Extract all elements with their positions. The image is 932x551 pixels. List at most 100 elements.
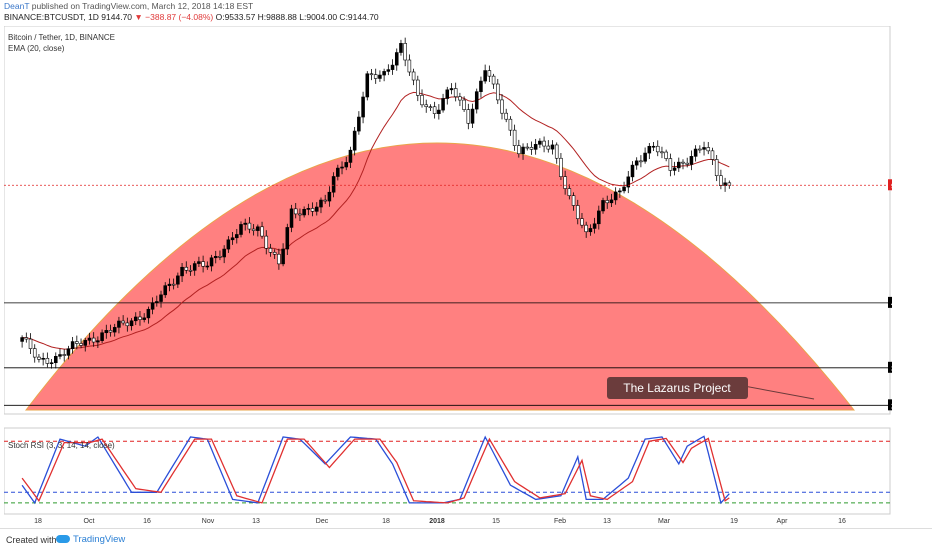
candle: [281, 243, 285, 267]
candle-body: [538, 140, 542, 145]
candle-body: [719, 175, 723, 186]
candle: [424, 99, 428, 113]
candle: [45, 352, 50, 368]
candle: [466, 103, 471, 130]
candle-body: [218, 256, 222, 258]
candle: [188, 265, 193, 276]
author-link[interactable]: DeanT: [4, 1, 30, 11]
candle: [129, 318, 134, 331]
candle-body: [268, 248, 273, 253]
candle-body: [133, 316, 138, 322]
candle-body: [369, 73, 374, 76]
candle: [205, 261, 210, 270]
candle: [133, 312, 138, 326]
candle: [411, 68, 416, 86]
candle-body: [62, 354, 66, 356]
candle-body: [677, 161, 681, 169]
price-label: 3496.89: [888, 361, 930, 373]
candle-body: [651, 145, 656, 148]
candle: [512, 124, 517, 151]
price-label-text: 4922.25: [891, 301, 892, 308]
tradingview-logo[interactable]: TradingView: [56, 534, 125, 545]
candle: [660, 146, 664, 159]
candle-body: [129, 320, 134, 327]
candle-body: [584, 224, 588, 233]
candle: [272, 249, 277, 259]
candle: [213, 250, 218, 264]
candle: [710, 147, 715, 166]
candle: [500, 93, 504, 120]
candle-body: [605, 200, 610, 204]
candle: [192, 261, 197, 276]
candle: [260, 221, 264, 239]
candle: [302, 206, 306, 218]
price-pane-border: [3, 25, 891, 415]
candle-body: [546, 145, 551, 150]
candle: [517, 139, 521, 158]
candle: [314, 202, 319, 216]
candle-body: [504, 112, 508, 120]
candle-body: [243, 222, 247, 225]
candle-body: [365, 73, 370, 98]
candle-body: [672, 167, 677, 171]
candle-body: [37, 356, 41, 360]
candle-body: [155, 301, 159, 303]
candle: [285, 223, 290, 256]
candle-body: [87, 337, 92, 341]
candle: [563, 170, 567, 195]
candle: [62, 349, 66, 362]
candle-body: [403, 43, 407, 61]
candle: [420, 89, 424, 108]
chart-svg: 20000.0019000.0018000.0017000.0016000.00…: [3, 25, 930, 526]
candle: [378, 70, 382, 82]
candle-body: [167, 283, 172, 286]
candle: [336, 164, 340, 181]
candle-body: [567, 188, 572, 196]
candle: [496, 78, 500, 105]
candle-body: [104, 330, 109, 334]
candle-body: [517, 145, 521, 155]
candle-body: [344, 162, 349, 168]
chart-area[interactable]: 20000.0019000.0018000.0017000.0016000.00…: [3, 25, 930, 526]
candle-body: [58, 354, 62, 357]
candle: [239, 221, 243, 238]
candle: [235, 228, 239, 244]
ohlc-values: O:9533.57 H:9888.88 L:9004.00 C:9144.70: [215, 12, 379, 22]
candle-body: [357, 116, 361, 132]
candle: [58, 348, 62, 360]
candle: [289, 204, 294, 233]
candle: [634, 157, 639, 170]
candle: [310, 202, 315, 217]
candle-body: [352, 130, 357, 151]
candle: [79, 338, 83, 349]
candle: [197, 256, 201, 268]
candle: [49, 359, 54, 369]
candle-body: [437, 109, 441, 114]
candle-body: [251, 228, 256, 231]
candle-body: [331, 176, 336, 193]
candle-body: [441, 98, 445, 111]
price-label: 9144.70: [888, 179, 930, 191]
candle: [268, 243, 273, 257]
candle-body: [32, 348, 37, 358]
candle: [319, 197, 323, 214]
candle: [365, 71, 370, 101]
candle: [167, 278, 172, 292]
x-tick-label: Mar: [658, 518, 671, 525]
candle: [37, 354, 41, 363]
candle: [32, 344, 37, 363]
candle-body: [121, 320, 125, 324]
candle-body: [634, 160, 639, 166]
candle: [222, 245, 226, 264]
candle-body: [146, 308, 151, 319]
candle-body: [293, 208, 298, 215]
candle-body: [453, 88, 458, 98]
candle-body: [432, 106, 437, 114]
candle-body: [239, 224, 243, 235]
candle-body: [525, 146, 530, 149]
callout-label: The Lazarus Project: [623, 381, 731, 395]
candle-body: [685, 162, 689, 165]
candle-body: [180, 266, 184, 277]
candle: [622, 181, 626, 194]
candle: [605, 195, 610, 209]
